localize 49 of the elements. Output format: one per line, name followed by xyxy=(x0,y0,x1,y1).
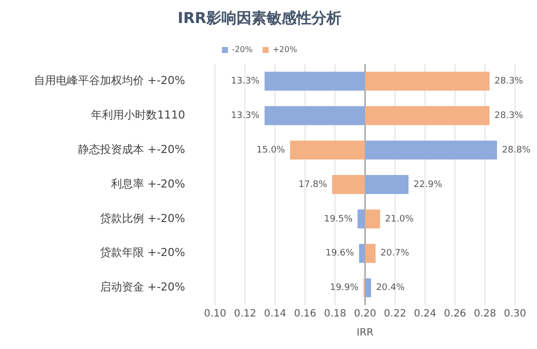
y-tick-label: 自用电峰平谷加权均价 +-20% xyxy=(34,74,186,88)
bar xyxy=(365,278,372,298)
legend-label: +20% xyxy=(272,45,298,54)
data-label: 13.3% xyxy=(231,76,260,87)
data-label: 28.3% xyxy=(494,76,524,87)
data-label: 15.0% xyxy=(256,145,286,156)
bar xyxy=(358,209,366,228)
x-tick-label: 0.20 xyxy=(354,308,376,320)
bar xyxy=(264,106,366,126)
bar xyxy=(359,244,366,263)
x-tick-label: 0.30 xyxy=(504,308,526,320)
y-tick-label: 利息率 +-20% xyxy=(110,177,186,190)
y-tick-label: 贷款年限 +-20% xyxy=(100,246,186,260)
x-tick-label: 0.16 xyxy=(294,308,316,320)
y-tick-label: 贷款比例 +-20% xyxy=(100,212,186,225)
data-label: 17.8% xyxy=(298,180,328,190)
x-tick-label: 0.18 xyxy=(324,308,346,320)
data-label: 22.9% xyxy=(414,180,443,190)
y-tick-label: 年利用小时数1110 xyxy=(91,108,186,122)
bar xyxy=(365,244,376,263)
data-label: 20.4% xyxy=(376,283,406,294)
x-tick-label: 0.14 xyxy=(264,308,286,320)
x-axis-title: IRR xyxy=(356,328,374,339)
data-label: 20.7% xyxy=(380,248,410,259)
x-tick-label: 0.24 xyxy=(414,308,436,320)
y-tick-label: 静态投资成本 +-20% xyxy=(78,142,186,156)
data-label: 28.8% xyxy=(502,145,532,156)
x-tick-label: 0.10 xyxy=(204,308,226,320)
bar xyxy=(365,175,409,194)
chart-title: IRR影响因素敏感性分析 xyxy=(178,8,342,27)
x-tick-label: 0.28 xyxy=(474,308,496,320)
data-label: 13.3% xyxy=(231,110,260,121)
x-tick-label: 0.26 xyxy=(444,308,466,320)
bar xyxy=(332,175,366,194)
data-label: 21.0% xyxy=(385,214,414,224)
bar xyxy=(365,140,498,160)
data-label: 28.3% xyxy=(494,110,524,121)
x-tick-label: 0.22 xyxy=(384,308,406,320)
legend-label: -20% xyxy=(232,45,253,54)
data-label: 19.5% xyxy=(324,214,354,224)
bar xyxy=(365,72,490,91)
bar xyxy=(290,140,366,160)
data-label: 19.9% xyxy=(330,283,360,294)
bar xyxy=(264,72,366,91)
x-tick-label: 0.12 xyxy=(234,308,256,320)
y-tick-label: 启动资金 +-20% xyxy=(100,280,186,294)
bar xyxy=(365,209,380,228)
data-label: 19.6% xyxy=(325,248,355,259)
bar xyxy=(365,106,490,126)
